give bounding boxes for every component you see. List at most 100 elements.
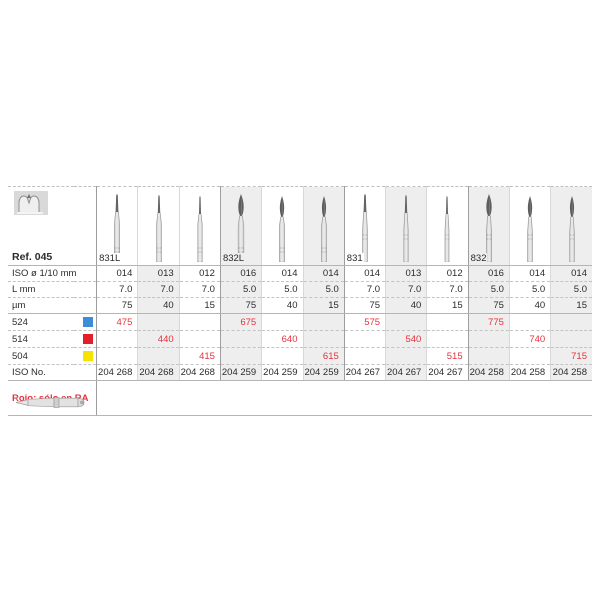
cell: 014 [96,265,138,282]
cell: 775 [467,313,510,331]
cell: 016 [219,265,262,282]
cell: 7.0 [343,281,386,298]
bur-specification-table: Ref. 045 831L [8,186,592,416]
bur-cell [261,186,303,266]
cell: 204 259 [219,364,262,381]
cell: 575 [343,313,386,331]
bur-cell [508,186,551,266]
cell: 204 258 [508,364,551,381]
cell: 675 [219,313,262,331]
cell [96,330,138,348]
cell: 013 [137,265,180,282]
cell: 014 [508,265,551,282]
row-iso-diameter: ISO ø 1/10 mm 014 013 012 016 014 014 01… [8,265,592,282]
cell: 014 [261,265,303,282]
cell: 5.0 [508,281,551,298]
row-length: L mm 7.0 7.0 7.0 5.0 5.0 5.0 7.0 7.0 7.0… [8,281,592,298]
row-label: ISO No. [8,364,97,381]
footer-blank [385,380,427,416]
cell: 016 [467,265,510,282]
color-swatch-blue-icon [83,316,94,327]
cell [343,330,386,348]
cell [343,347,386,365]
cell: 15 [426,297,469,314]
bur-cell [385,186,427,266]
footer-blank [509,380,551,416]
bur-cell [137,186,180,266]
cell: 40 [385,297,427,314]
cell [137,313,180,331]
bur-image-row: Ref. 045 831L [8,186,592,266]
group-label-831: 831 [346,253,364,264]
color-swatch-yellow-icon [83,350,94,361]
cell: 012 [178,265,221,282]
footer-blank [261,380,303,416]
cell: 515 [426,347,469,365]
bur-cell [426,186,469,266]
cell: 204 268 [96,364,138,381]
cell: 013 [385,265,427,282]
row-label: 524 [8,313,75,331]
row-label: L mm [8,281,97,298]
cell: 75 [219,297,262,314]
cell [219,330,262,348]
cell: 204 267 [385,364,427,381]
cell: 204 267 [426,364,469,381]
row-label: 514 [8,330,75,348]
cell [302,330,345,348]
cell [550,313,592,331]
cell: 75 [96,297,138,314]
cell [261,347,303,365]
cell: 5.0 [467,281,510,298]
footer-blank [179,380,221,416]
cell: 014 [302,265,345,282]
row-label: ISO ø 1/10 mm [8,265,97,282]
cell: 715 [550,347,592,365]
cell: 7.0 [178,281,221,298]
cell: 204 268 [137,364,180,381]
cell: 5.0 [302,281,345,298]
footer-blank [426,380,469,416]
bur-illustration [189,190,211,265]
bur-illustration [271,190,293,265]
bur-illustration [395,190,417,265]
row-label: 504 [8,347,75,365]
cell [385,347,427,365]
bur-cell: 831 [343,186,386,266]
cell [302,313,345,331]
cell: 640 [261,330,303,348]
cell: 014 [343,265,386,282]
cell: 012 [426,265,469,282]
ref-label-cell: Ref. 045 [8,186,97,266]
cell [178,313,221,331]
cell: 15 [178,297,221,314]
cell [508,347,551,365]
cell: 5.0 [550,281,592,298]
cell: 615 [302,347,345,365]
cell: 014 [550,265,592,282]
row-footer-note: Rojo: sólo en RA [8,380,592,416]
bur-illustration [519,190,541,265]
bur-cell [178,186,221,266]
cell [426,313,469,331]
cell: 7.0 [137,281,180,298]
color-swatch-524-cell [74,313,97,331]
cell [550,330,592,348]
color-swatch-514-cell [74,330,97,348]
cell: 7.0 [426,281,469,298]
cell [178,330,221,348]
footer-blank [137,380,180,416]
cell: 204 267 [343,364,386,381]
cell: 15 [302,297,345,314]
ref-label: Ref. 045 [12,251,53,263]
cell: 204 259 [302,364,345,381]
cell [261,313,303,331]
cell [467,330,510,348]
cell: 204 258 [550,364,592,381]
cell: 540 [385,330,427,348]
bur-illustration [148,190,170,265]
row-iso-no: ISO No. 204 268 204 268 204 268 204 259 … [8,364,592,381]
bur-cell: 832L [219,186,262,266]
cell: 740 [508,330,551,348]
